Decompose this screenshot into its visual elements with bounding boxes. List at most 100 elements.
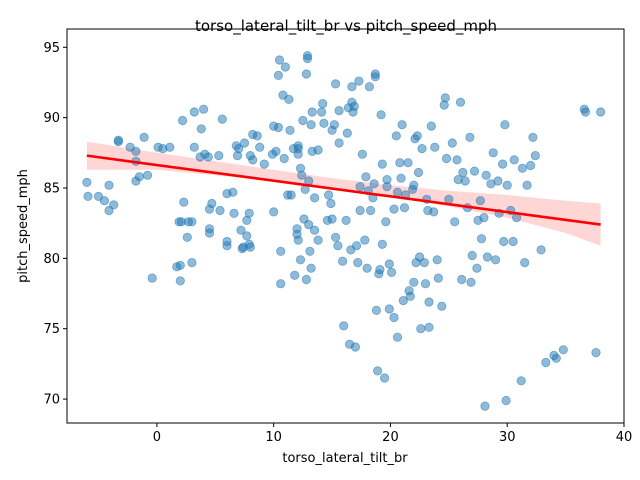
data-point [457,274,467,285]
data-point [541,357,551,368]
data-point [306,263,316,273]
data-point [508,236,518,247]
data-point [472,263,482,273]
data-point [306,120,316,130]
data-point [355,205,365,216]
data-point [199,104,209,114]
data-point [337,256,348,266]
data-point [301,69,311,79]
data-point [376,110,386,120]
data-point [430,142,440,152]
data-point [309,225,320,235]
data-point [364,82,374,92]
data-point [298,115,308,126]
chart-title: torso_lateral_tilt_br vs pitch_speed_mph [195,17,497,36]
data-point [432,255,442,265]
data-point [361,172,371,182]
x-tick-label: 20 [382,430,399,445]
data-point [350,342,360,352]
data-point [189,107,199,117]
x-tick-label: 10 [265,430,282,445]
data-point [452,155,462,165]
data-point [528,132,538,142]
data-point [530,151,540,161]
data-point [357,149,367,159]
data-point [382,175,392,185]
data-point [293,149,303,159]
data-point [189,142,199,152]
data-point [330,232,341,242]
data-point [131,146,141,156]
data-point [229,208,239,218]
x-tick-label: 0 [153,430,161,445]
data-point [204,228,215,238]
data-point [558,345,568,355]
data-point [259,159,269,169]
data-point [326,198,336,209]
data-point [595,107,606,117]
data-point [99,196,110,206]
data-point [276,279,286,289]
data-point [273,122,283,133]
data-point [279,153,289,164]
data-point [371,305,381,315]
data-point [187,257,197,268]
data-point [429,207,439,217]
data-point [347,82,357,92]
data-point [420,279,431,289]
data-point [295,255,306,265]
data-point [458,167,468,178]
data-point [330,79,341,89]
data-point [222,241,232,251]
data-point [433,273,443,283]
data-point [384,259,394,269]
y-axis-ticks: 70 75 80 85 90 95 [43,41,67,408]
data-point [175,276,185,286]
data-point [353,257,363,268]
data-point [403,158,413,168]
data-point [236,225,246,235]
plot-area [82,51,606,411]
data-point [493,176,503,186]
data-point [424,297,434,307]
data-point [516,376,526,386]
data-point [412,131,422,141]
confidence-band [86,141,601,246]
y-axis-label: pitch_speed_mph [16,169,31,283]
data-point [113,135,124,145]
data-point [285,125,295,135]
data-point [405,291,415,301]
data-point [290,270,300,280]
data-point [517,163,528,173]
data-point [591,347,601,358]
data-point [351,241,362,251]
data-point [252,131,262,141]
data-point [349,101,359,112]
data-point [450,217,460,227]
data-point [362,263,372,273]
data-point [284,94,294,105]
data-point [391,131,401,141]
data-point [302,51,313,61]
data-point [301,274,311,285]
data-point [384,304,394,314]
x-tick-label: 40 [616,430,633,445]
data-point [228,187,238,197]
data-point [460,176,470,186]
data-point [334,106,344,116]
data-point [377,159,387,169]
data-point [182,232,192,242]
data-point [475,196,485,206]
data-point [466,277,476,287]
data-point [305,246,315,256]
data-point [372,366,383,376]
data-point [536,245,546,255]
data-point [244,208,254,218]
data-point [334,138,344,148]
data-point [242,231,252,241]
data-point [269,207,279,217]
data-point [520,257,530,268]
data-point [369,179,379,189]
data-point [500,120,510,130]
data-point [437,301,447,311]
